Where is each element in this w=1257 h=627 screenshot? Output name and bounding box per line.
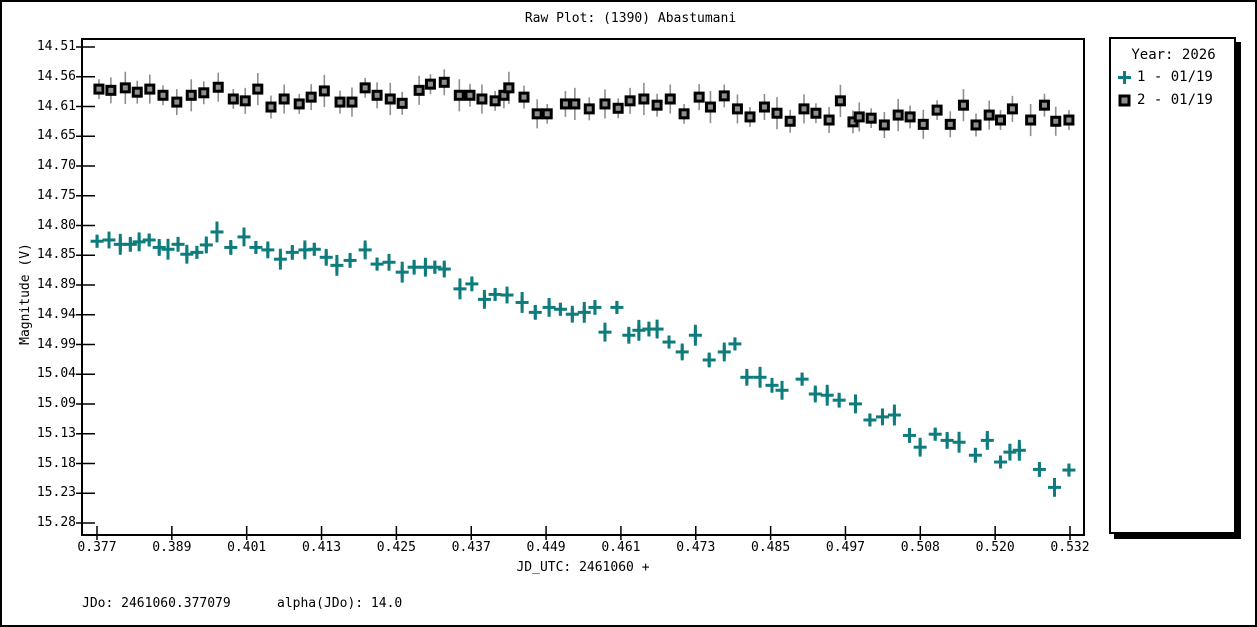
- y-tick-label: 14.94: [36, 306, 76, 322]
- y-tick-label: 15.28: [36, 515, 76, 530]
- x-tick-label: 0.508: [900, 540, 940, 555]
- y-tick-label: 14.89: [36, 277, 76, 292]
- x-axis-title: JD_UTC: 2461060 +: [516, 560, 650, 575]
- legend-box: Year: 2026 1 - 01/19 2 - 01/19: [1109, 37, 1236, 534]
- legend-entry-session2: 2 - 01/19: [1117, 92, 1230, 108]
- status-footer: JDo: 2461060.377079 alpha(JDo): 14.0: [82, 596, 782, 611]
- y-tick-label: 14.65: [36, 128, 76, 144]
- x-tick-label: 0.485: [751, 540, 791, 555]
- x-tick-label: 0.532: [1050, 540, 1090, 555]
- legend-title: Year: 2026: [1131, 47, 1216, 63]
- x-tick-label: 0.473: [676, 540, 716, 555]
- y-tick-label: 15.09: [36, 396, 76, 411]
- x-tick-label: 0.520: [975, 540, 1015, 555]
- y-tick-label: 15.13: [36, 425, 76, 441]
- y-tick-label: 14.99: [36, 336, 76, 352]
- jdo-value: JDo: 2461060.377079: [82, 596, 231, 611]
- y-tick-label: 14.80: [36, 217, 76, 233]
- x-tick-label: 0.497: [825, 540, 866, 555]
- x-tick-label: 0.413: [301, 540, 342, 555]
- x-tick-label: 0.425: [376, 540, 416, 555]
- y-tick-label: 15.18: [36, 455, 76, 471]
- x-tick-label: 0.437: [451, 540, 491, 555]
- y-tick-label: 14.85: [36, 247, 76, 263]
- y-axis-title: Magnitude (V): [18, 243, 33, 345]
- y-tick-label: 14.61: [36, 98, 76, 114]
- plot-title: Raw Plot: (1390) Abastumani: [524, 11, 737, 26]
- square-marker-icon: [1118, 94, 1131, 106]
- alpha-value: alpha(JDo): 14.0: [277, 596, 403, 611]
- x-tick-label: 0.389: [152, 540, 192, 555]
- plus-marker-icon: [1118, 70, 1131, 84]
- x-tick-label: 0.401: [227, 540, 267, 555]
- x-tick-label: 0.377: [77, 540, 117, 555]
- y-tick-label: 14.75: [36, 187, 76, 203]
- y-tick-label: 15.23: [36, 485, 76, 501]
- y-tick-label: 14.56: [36, 68, 76, 84]
- y-tick-label: 14.51: [36, 39, 76, 54]
- x-tick-label: 0.461: [601, 540, 641, 555]
- legend-entry-session1: 1 - 01/19: [1117, 69, 1230, 85]
- y-tick-label: 15.04: [36, 366, 76, 382]
- y-tick-label: 14.70: [36, 158, 76, 173]
- legend-entry-label: 1 - 01/19: [1137, 69, 1213, 85]
- legend-entry-label: 2 - 01/19: [1137, 92, 1213, 108]
- x-tick-label: 0.449: [526, 540, 566, 555]
